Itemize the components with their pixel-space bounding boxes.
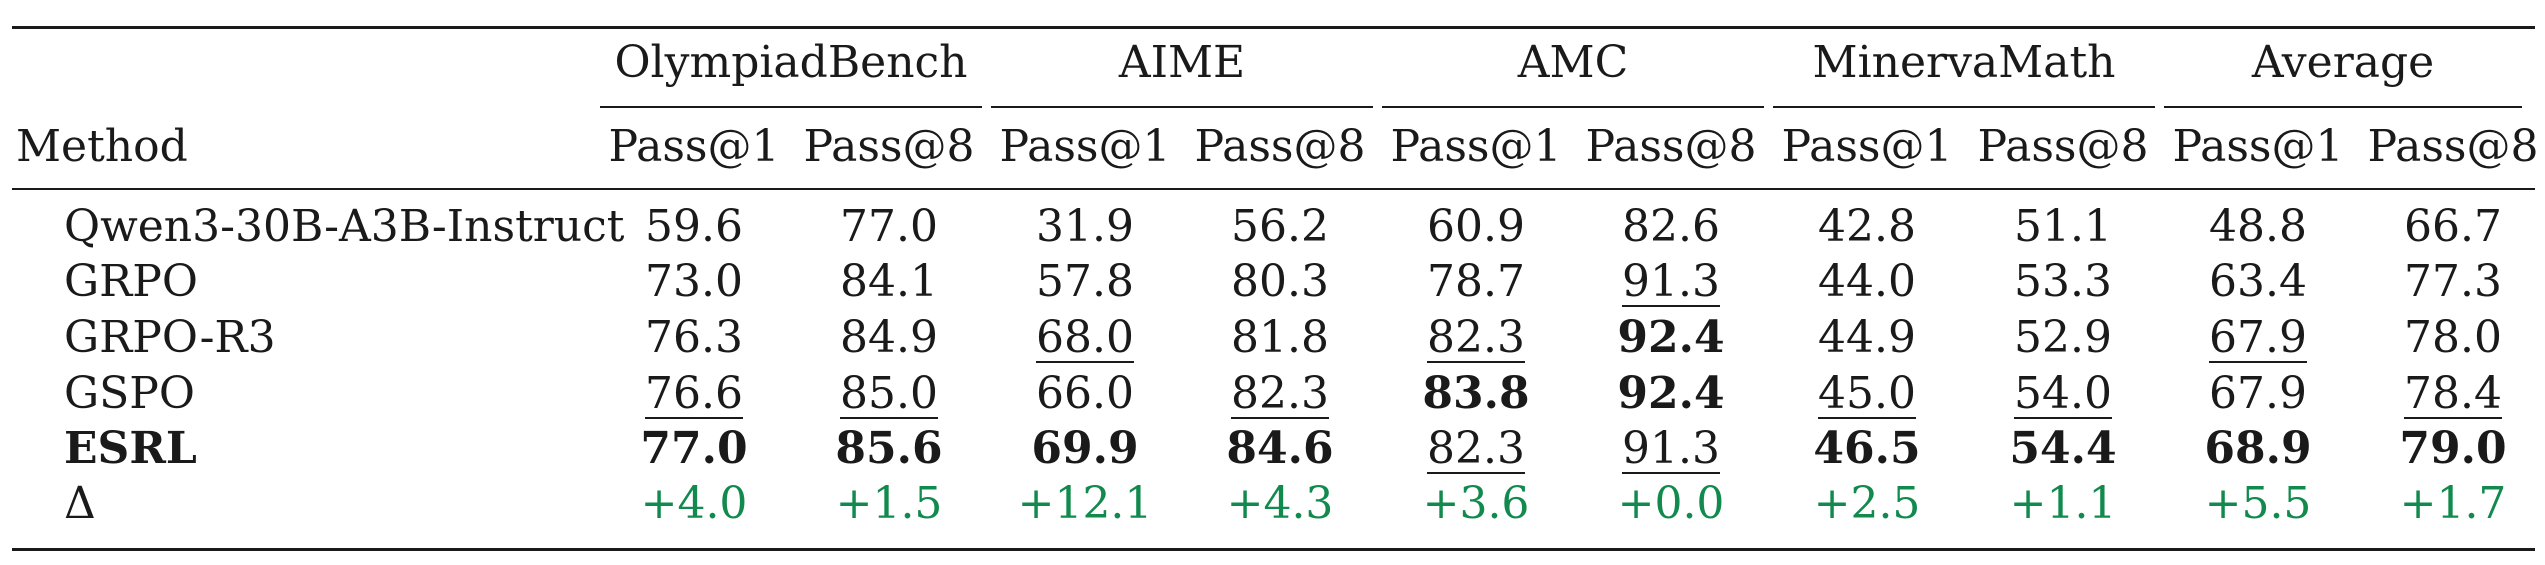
table-cell: 54.0 [2014,368,2112,419]
table-cell: 44.0 [1818,256,1916,307]
table-cell: +1.5 [835,478,943,529]
table-cell: 60.9 [1427,201,1525,252]
table-cell: 57.8 [1036,256,1134,307]
table-cell: 82.3 [1427,423,1525,474]
top-rule [12,26,2535,29]
table-cell: 77.0 [640,423,748,474]
table-cell: 68.0 [1036,312,1134,363]
table-cell: +1.1 [2009,478,2117,529]
row-method: GSPO [64,368,195,419]
subcol-header: Pass@1 [2172,121,2344,172]
table-cell: 82.6 [1622,201,1720,252]
table-cell: 69.9 [1031,423,1139,474]
table-cell: 85.0 [840,368,938,419]
subcol-header: Pass@1 [999,121,1171,172]
table-cell: 68.9 [2204,423,2312,474]
table-cell: 66.0 [1036,368,1134,419]
table-cell: 52.9 [2014,312,2112,363]
row-method: ESRL [64,423,197,474]
group-underline [1773,106,2155,108]
subcol-header: Pass@8 [2367,121,2539,172]
table-cell: +4.3 [1226,478,1334,529]
group-underline [2164,106,2522,108]
table-cell: 83.8 [1422,368,1530,419]
method-header: Method [16,121,188,172]
table-cell: 77.0 [840,201,938,252]
group-underline [1382,106,1764,108]
row-method: GRPO-R3 [64,312,276,363]
group-header-average: Average [2251,37,2435,88]
table-cell: 81.8 [1231,312,1329,363]
table-cell: 45.0 [1818,368,1916,419]
group-header-aime: AIME [1118,37,1246,88]
table-cell: +4.0 [640,478,748,529]
subcol-header: Pass@8 [1977,121,2149,172]
row-method: Qwen3-30B-A3B-Instruct [64,201,625,252]
table-cell: 84.6 [1226,423,1334,474]
subcol-header: Pass@8 [1585,121,1757,172]
table-cell: 78.0 [2404,312,2502,363]
table-cell: 82.3 [1231,368,1329,419]
table-cell: +5.5 [2204,478,2312,529]
subcol-header: Pass@8 [803,121,975,172]
subcol-header: Pass@1 [608,121,780,172]
table-cell: 66.7 [2404,201,2502,252]
row-method: Δ [64,478,96,529]
row-method: GRPO [64,256,198,307]
table-cell: 67.9 [2209,368,2307,419]
table-cell: 91.3 [1622,256,1720,307]
group-header-minervamath: MinervaMath [1812,37,2116,88]
table-cell: 80.3 [1231,256,1329,307]
table-cell: 92.4 [1617,312,1725,363]
table-cell: 82.3 [1427,312,1525,363]
table-cell: 54.4 [2009,423,2117,474]
table-cell: 76.3 [645,312,743,363]
table-cell: +3.6 [1422,478,1530,529]
table-cell: 84.9 [840,312,938,363]
table-cell: +12.1 [1017,478,1153,529]
table-cell: 73.0 [645,256,743,307]
table-cell: +1.7 [2399,478,2507,529]
table-cell: 78.4 [2404,368,2502,419]
table-cell: 92.4 [1617,368,1725,419]
subcol-header: Pass@1 [1390,121,1562,172]
mid-rule [12,188,2535,190]
table-cell: 44.9 [1818,312,1916,363]
table-cell: 56.2 [1231,201,1329,252]
table-cell: +0.0 [1617,478,1725,529]
group-header-olympiadbench: OlympiadBench [614,37,968,88]
table-cell: 42.8 [1818,201,1916,252]
table-cell: 31.9 [1036,201,1134,252]
group-underline [600,106,982,108]
table-cell: 84.1 [840,256,938,307]
group-header-amc: AMC [1517,37,1629,88]
subcol-header: Pass@8 [1194,121,1366,172]
table-cell: 63.4 [2209,256,2307,307]
table-cell: 51.1 [2014,201,2112,252]
subcol-header: Pass@1 [1781,121,1953,172]
table-cell: +2.5 [1813,478,1921,529]
table-cell: 78.7 [1427,256,1525,307]
table-cell: 59.6 [645,201,743,252]
table-cell: 48.8 [2209,201,2307,252]
table-cell: 76.6 [645,368,743,419]
table-cell: 77.3 [2404,256,2502,307]
table-cell: 46.5 [1813,423,1921,474]
bottom-rule [12,548,2535,551]
table-cell: 91.3 [1622,423,1720,474]
table-cell: 53.3 [2014,256,2112,307]
table-cell: 79.0 [2399,423,2507,474]
table-cell: 67.9 [2209,312,2307,363]
group-underline [991,106,1373,108]
table-cell: 85.6 [835,423,943,474]
